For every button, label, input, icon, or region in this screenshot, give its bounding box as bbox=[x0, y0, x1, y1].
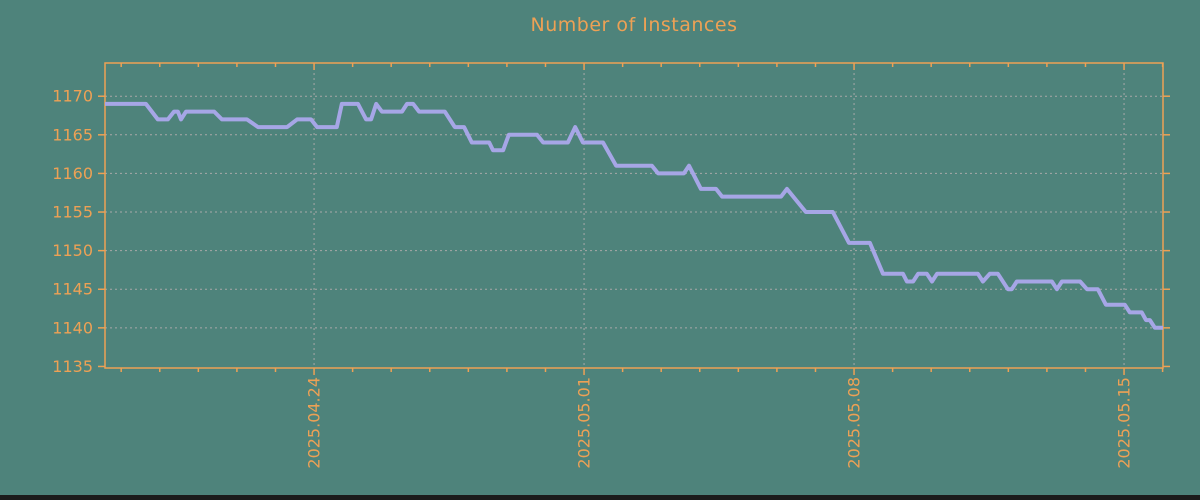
svg-text:2025.05.01: 2025.05.01 bbox=[575, 377, 594, 469]
chart-title: Number of Instances bbox=[530, 14, 738, 36]
x-axis-labels: 2025.04.24 2025.05.01 2025.05.08 2025.05.15 bbox=[305, 377, 1134, 469]
svg-text:2025.04.24: 2025.04.24 bbox=[305, 377, 324, 469]
axis-ticks bbox=[98, 63, 1170, 375]
plot-frame bbox=[104, 62, 1164, 369]
svg-text:1155: 1155 bbox=[52, 203, 93, 222]
svg-text:1135: 1135 bbox=[52, 357, 93, 376]
series-instances bbox=[105, 101, 1163, 330]
svg-text:1160: 1160 bbox=[52, 164, 93, 183]
y-axis-labels: 1135 1140 1145 1150 1155 1160 1165 1170 bbox=[52, 87, 93, 376]
svg-text:2025.05.08: 2025.05.08 bbox=[845, 377, 864, 469]
svg-text:1140: 1140 bbox=[52, 318, 93, 337]
window-bottom-edge bbox=[0, 495, 1200, 500]
svg-text:1170: 1170 bbox=[52, 87, 93, 106]
svg-text:1165: 1165 bbox=[52, 125, 93, 144]
data-series bbox=[105, 101, 1163, 330]
svg-text:1150: 1150 bbox=[52, 241, 93, 260]
gridlines bbox=[105, 63, 1163, 368]
svg-text:1145: 1145 bbox=[52, 280, 93, 299]
svg-text:2025.05.15: 2025.05.15 bbox=[1115, 377, 1134, 469]
